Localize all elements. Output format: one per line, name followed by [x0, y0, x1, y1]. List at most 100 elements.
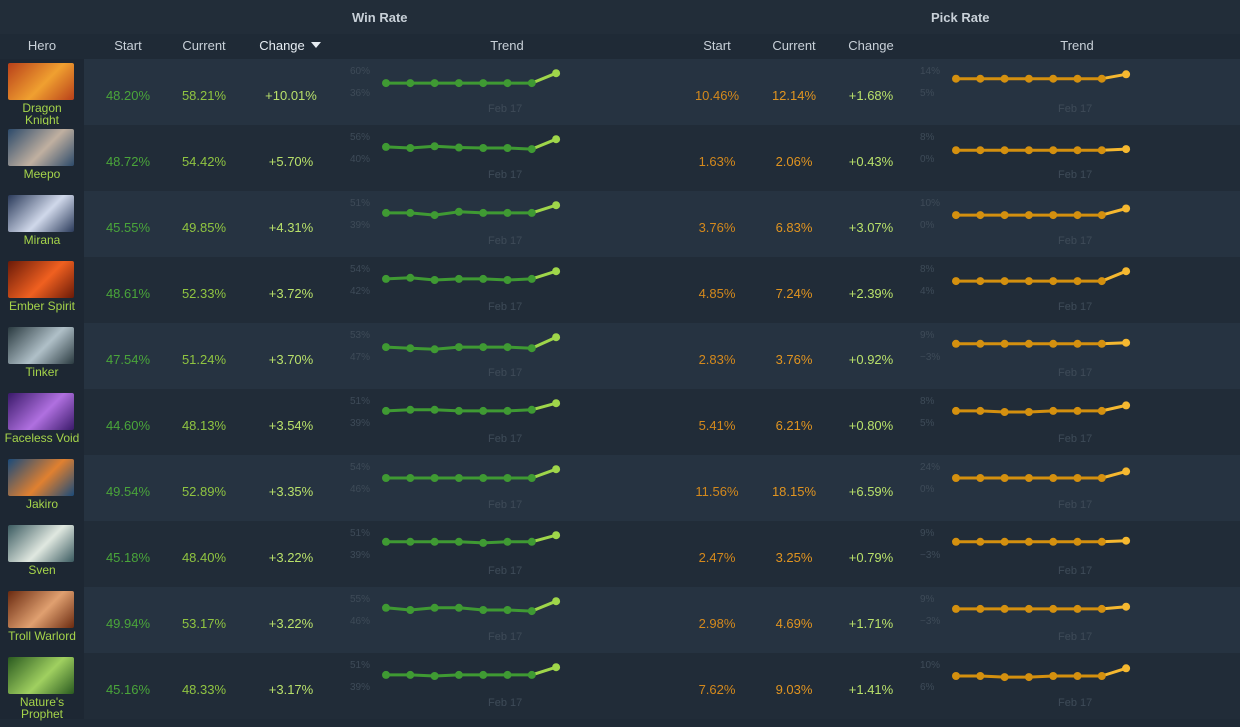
trend-point: [976, 74, 985, 83]
pick-current-value: 6.21%: [775, 418, 813, 433]
faceless-void-portrait[interactable]: [8, 393, 74, 430]
trend-segment: [1100, 469, 1128, 480]
trend-point: [1122, 267, 1131, 276]
hero-cell[interactable]: Sven: [0, 521, 84, 587]
tinker-portrait[interactable]: [8, 327, 74, 364]
table-row[interactable]: Nature's Prophet 45.16% 48.33% +3.17% 7.62% 9.…: [0, 653, 1240, 720]
trend-axis-min: 6%: [920, 682, 935, 693]
trend-axis-min: −3%: [920, 550, 940, 561]
col-header-hero[interactable]: Hero: [27, 38, 57, 53]
win-start-value: 45.18%: [105, 550, 151, 565]
trend-segment: [978, 409, 1007, 414]
trend-point: [1073, 211, 1082, 220]
trend-segment: [506, 146, 534, 151]
trend-point: [1073, 604, 1082, 613]
win-start-value: 45.55%: [105, 220, 151, 235]
hero-cell[interactable]: Faceless Void: [0, 389, 84, 455]
win-current-value: 49.85%: [181, 220, 227, 235]
trend-point: [527, 537, 536, 546]
meepo-portrait[interactable]: [8, 129, 74, 166]
trend-axis-max: 10%: [920, 660, 940, 671]
trend-axis-min: 39%: [350, 220, 370, 231]
trend-point: [1073, 672, 1082, 680]
trend-segment: [506, 277, 534, 282]
win-change-value: +3.35%: [268, 484, 314, 499]
pick-start-value: 4.85%: [698, 286, 736, 301]
table-row[interactable]: Faceless Void 44.60% 48.13% +3.54% 5.41% 6.21…: [0, 389, 1240, 455]
troll-warlord-portrait[interactable]: [8, 591, 74, 628]
trend-point: [1122, 145, 1131, 154]
trend-axis-min: 4%: [920, 286, 935, 297]
trend-point: [382, 474, 390, 482]
col-header-pick-change[interactable]: Change: [848, 38, 894, 53]
col-header-win-change[interactable]: Change: [250, 38, 330, 53]
hero-name: Faceless Void: [4, 431, 80, 445]
col-header-win-start[interactable]: Start: [114, 38, 142, 53]
dragon-knight-portrait[interactable]: [8, 63, 74, 100]
pick-start-value: 2.47%: [698, 550, 736, 565]
trend-sparkline: 14% 5% Feb 17: [920, 66, 1131, 115]
trend-axis-min: 5%: [920, 418, 935, 429]
trend-point: [479, 79, 488, 88]
trend-point: [1024, 408, 1033, 416]
col-header-pick-start[interactable]: Start: [703, 38, 731, 53]
trend-point: [382, 343, 390, 352]
trend-axis-min: 46%: [350, 616, 370, 627]
trend-sparkline: 10% 6% Feb 17: [920, 660, 1131, 709]
hero-cell[interactable]: Ember Spirit: [0, 257, 84, 323]
trend-segment: [408, 346, 437, 351]
table-row[interactable]: Troll Warlord 49.94% 53.17% +3.22% 2.98% 4.69…: [0, 587, 1240, 653]
trend-point: [430, 672, 439, 680]
trend-point: [503, 208, 512, 217]
hero-cell[interactable]: Meepo: [0, 125, 84, 191]
mirana-portrait[interactable]: [8, 195, 74, 232]
pick-rate-group-title: Pick Rate: [931, 10, 990, 25]
trend-date-label: Feb 17: [1058, 301, 1092, 313]
hero-name: Nature's: [19, 695, 65, 709]
trend-segment: [384, 276, 412, 281]
col-header-pick-current[interactable]: Current: [772, 38, 816, 53]
hero-cell[interactable]: Tinker: [0, 323, 84, 389]
hero-cell[interactable]: Nature's Prophet: [0, 653, 84, 720]
trend-point: [503, 276, 512, 284]
trend-point: [552, 663, 561, 672]
table-row[interactable]: Sven 45.18% 48.40% +3.22% 2.47% 3.25% +0.79% 51…: [0, 521, 1240, 587]
col-header-win-current[interactable]: Current: [182, 38, 226, 53]
hero-cell[interactable]: Mirana: [0, 191, 84, 257]
trend-point: [430, 345, 439, 354]
win-change-value: +3.22%: [268, 550, 314, 565]
table-row[interactable]: Mirana 45.55% 49.85% +4.31% 3.76% 6.83% +3.07%…: [0, 191, 1240, 257]
hero-cell[interactable]: Dragon Knight: [0, 59, 84, 126]
ember-spirit-portrait[interactable]: [8, 261, 74, 298]
win-start-value: 47.54%: [105, 352, 151, 367]
trend-axis-max: 51%: [350, 396, 370, 407]
trend-sparkline: 54% 46% Feb 17: [350, 462, 561, 511]
win-current-value: 52.89%: [181, 484, 227, 499]
table-row[interactable]: Meepo 48.72% 54.42% +5.70% 1.63% 2.06% +0.43% 5…: [0, 125, 1240, 191]
trend-axis-max: 9%: [920, 528, 935, 539]
trend-segment: [978, 674, 1007, 679]
trend-point: [1049, 537, 1058, 546]
table-row[interactable]: Jakiro 49.54% 52.89% +3.35% 11.56% 18.15% +6.5…: [0, 455, 1240, 521]
trend-point: [1097, 604, 1106, 613]
trend-point: [1097, 211, 1106, 220]
trend-axis-min: 39%: [350, 418, 370, 429]
jakiro-portrait[interactable]: [8, 459, 74, 496]
trend-axis-min: 46%: [350, 484, 370, 495]
trend-point: [1049, 277, 1058, 286]
trend-segment: [530, 401, 558, 412]
hero-cell[interactable]: Jakiro: [0, 455, 84, 521]
trend-point: [479, 144, 488, 152]
trend-point: [552, 597, 561, 606]
sven-portrait[interactable]: [8, 525, 74, 562]
trend-date-label: Feb 17: [488, 433, 522, 445]
trend-date-label: Feb 17: [1058, 367, 1092, 379]
table-row[interactable]: Ember Spirit 48.61% 52.33% +3.72% 4.85% 7.24%…: [0, 257, 1240, 323]
table-row[interactable]: Tinker 47.54% 51.24% +3.70% 2.83% 3.76% +0.92%…: [0, 323, 1240, 389]
table-row[interactable]: Dragon Knight 48.20% 58.21% +10.01% 10.46% 12.…: [0, 59, 1240, 126]
trend-segment: [1100, 341, 1128, 346]
win-start-value: 44.60%: [105, 418, 151, 433]
natures-prophet-portrait[interactable]: [8, 657, 74, 694]
trend-point: [1097, 537, 1106, 546]
hero-cell[interactable]: Troll Warlord: [0, 587, 84, 653]
